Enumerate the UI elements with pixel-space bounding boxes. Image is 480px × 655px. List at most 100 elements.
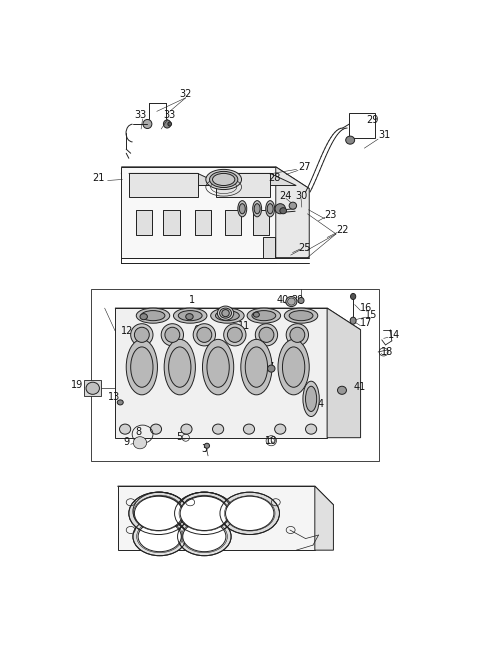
Text: 41: 41 <box>354 383 366 392</box>
Ellipse shape <box>140 314 147 320</box>
Ellipse shape <box>266 200 275 217</box>
Ellipse shape <box>284 308 318 323</box>
Text: 21: 21 <box>92 174 105 183</box>
Ellipse shape <box>254 204 260 214</box>
Ellipse shape <box>175 492 234 534</box>
Ellipse shape <box>141 310 165 321</box>
Ellipse shape <box>117 400 123 405</box>
Ellipse shape <box>133 517 186 555</box>
Ellipse shape <box>255 324 277 346</box>
Ellipse shape <box>178 517 231 555</box>
Ellipse shape <box>217 306 234 320</box>
Ellipse shape <box>278 339 309 395</box>
Ellipse shape <box>226 496 274 531</box>
Ellipse shape <box>241 339 272 395</box>
Text: 7: 7 <box>267 362 274 372</box>
Ellipse shape <box>211 308 244 323</box>
Ellipse shape <box>173 308 207 323</box>
Polygon shape <box>115 308 360 329</box>
Ellipse shape <box>203 339 234 395</box>
Ellipse shape <box>213 424 224 434</box>
Polygon shape <box>195 210 211 235</box>
Ellipse shape <box>165 328 180 343</box>
Ellipse shape <box>222 310 229 316</box>
Ellipse shape <box>120 424 131 434</box>
Ellipse shape <box>228 328 242 343</box>
Polygon shape <box>129 174 198 197</box>
Ellipse shape <box>131 347 153 387</box>
Ellipse shape <box>306 386 317 411</box>
Ellipse shape <box>298 297 304 303</box>
Polygon shape <box>315 486 334 550</box>
Ellipse shape <box>253 312 259 317</box>
Ellipse shape <box>86 383 99 394</box>
Text: 39: 39 <box>291 295 303 305</box>
Polygon shape <box>118 486 334 505</box>
Polygon shape <box>121 167 309 189</box>
Polygon shape <box>121 167 276 257</box>
Polygon shape <box>135 210 152 235</box>
Ellipse shape <box>245 347 267 387</box>
Text: 3: 3 <box>201 444 207 455</box>
Ellipse shape <box>134 328 149 343</box>
Ellipse shape <box>306 424 317 434</box>
Polygon shape <box>129 174 224 185</box>
Ellipse shape <box>136 308 170 323</box>
Text: 4: 4 <box>317 399 324 409</box>
Text: 8: 8 <box>135 426 141 437</box>
Text: 2: 2 <box>266 332 273 343</box>
Ellipse shape <box>290 328 305 343</box>
Ellipse shape <box>163 120 171 128</box>
Ellipse shape <box>350 293 356 299</box>
Text: 14: 14 <box>388 330 400 340</box>
Polygon shape <box>225 210 241 235</box>
Ellipse shape <box>138 521 181 552</box>
Ellipse shape <box>346 136 355 144</box>
Ellipse shape <box>168 122 172 126</box>
Ellipse shape <box>133 492 186 531</box>
Text: 17: 17 <box>360 318 372 328</box>
Ellipse shape <box>240 204 245 214</box>
Text: 24: 24 <box>279 191 291 200</box>
Text: 10: 10 <box>265 436 277 445</box>
Polygon shape <box>216 174 296 185</box>
Text: 32: 32 <box>180 88 192 99</box>
Ellipse shape <box>178 492 231 531</box>
Ellipse shape <box>247 308 281 323</box>
Text: 5: 5 <box>177 432 183 441</box>
Ellipse shape <box>252 310 276 321</box>
Ellipse shape <box>197 328 212 343</box>
Ellipse shape <box>267 204 273 214</box>
Text: 18: 18 <box>381 347 393 357</box>
Ellipse shape <box>216 310 240 321</box>
Ellipse shape <box>186 314 193 320</box>
Ellipse shape <box>131 324 153 346</box>
Text: 9: 9 <box>124 437 130 447</box>
Ellipse shape <box>243 424 254 434</box>
Ellipse shape <box>275 424 286 434</box>
Ellipse shape <box>289 202 297 209</box>
Polygon shape <box>118 486 315 550</box>
Text: 12: 12 <box>120 326 133 336</box>
Polygon shape <box>349 113 375 138</box>
Polygon shape <box>263 238 275 257</box>
Ellipse shape <box>204 443 210 448</box>
Ellipse shape <box>238 200 247 217</box>
Polygon shape <box>163 210 180 235</box>
Ellipse shape <box>213 174 235 185</box>
Ellipse shape <box>183 521 226 552</box>
Text: 28: 28 <box>268 174 281 183</box>
Ellipse shape <box>219 308 231 318</box>
Ellipse shape <box>303 381 319 417</box>
Text: 33: 33 <box>164 110 176 120</box>
Ellipse shape <box>252 200 262 217</box>
Polygon shape <box>276 167 309 257</box>
Ellipse shape <box>224 324 246 346</box>
Text: 6: 6 <box>193 325 199 335</box>
Text: 27: 27 <box>298 162 311 172</box>
Ellipse shape <box>337 386 347 394</box>
Text: 31: 31 <box>378 130 390 140</box>
Ellipse shape <box>280 208 287 214</box>
Ellipse shape <box>350 317 356 324</box>
Text: 29: 29 <box>366 115 379 125</box>
